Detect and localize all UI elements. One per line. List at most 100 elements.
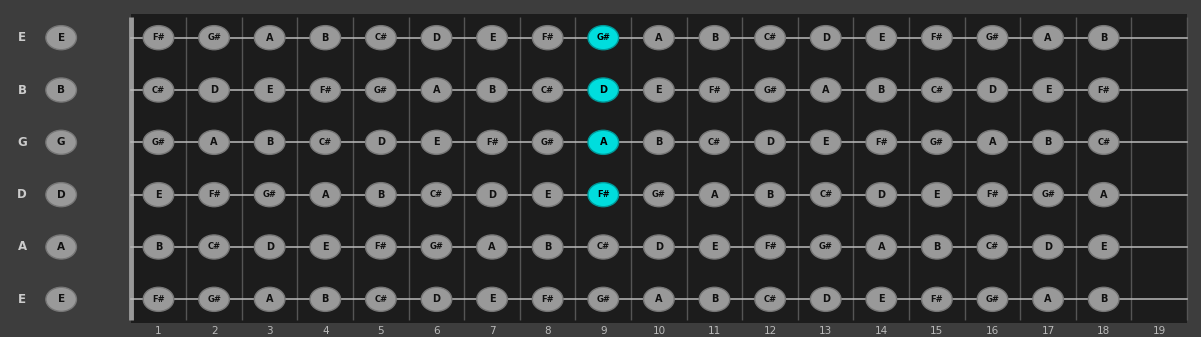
Ellipse shape: [754, 78, 785, 102]
Text: A: A: [322, 190, 329, 200]
Text: C#: C#: [318, 138, 331, 147]
FancyBboxPatch shape: [131, 14, 1187, 323]
Text: A: A: [821, 85, 830, 95]
Text: C#: C#: [764, 33, 777, 42]
Ellipse shape: [921, 130, 952, 154]
Ellipse shape: [1033, 78, 1063, 102]
Ellipse shape: [255, 287, 285, 311]
Ellipse shape: [255, 26, 285, 50]
Text: A: A: [432, 85, 441, 95]
Text: B: B: [1045, 137, 1052, 147]
Text: G#: G#: [986, 33, 999, 42]
Text: F#: F#: [153, 33, 165, 42]
Text: E: E: [1045, 85, 1051, 95]
Ellipse shape: [143, 78, 174, 102]
Text: C#: C#: [931, 86, 944, 94]
Text: E: E: [267, 85, 273, 95]
Ellipse shape: [921, 235, 952, 259]
Text: B: B: [711, 294, 718, 304]
Text: D: D: [17, 188, 28, 201]
Ellipse shape: [365, 235, 396, 259]
Ellipse shape: [754, 287, 785, 311]
Text: B: B: [766, 190, 773, 200]
Text: E: E: [155, 190, 162, 200]
Text: D: D: [210, 85, 219, 95]
Ellipse shape: [143, 130, 174, 154]
Text: F#: F#: [153, 295, 165, 304]
Text: G#: G#: [263, 190, 276, 199]
Ellipse shape: [143, 26, 174, 50]
Text: F#: F#: [542, 295, 554, 304]
Text: G#: G#: [1041, 190, 1054, 199]
Text: G#: G#: [819, 243, 832, 251]
Text: 13: 13: [819, 326, 832, 336]
Text: E: E: [58, 33, 65, 43]
Text: F#: F#: [986, 190, 999, 199]
Text: E: E: [18, 31, 26, 44]
Ellipse shape: [1088, 26, 1119, 50]
Text: G#: G#: [430, 243, 443, 251]
Text: E: E: [489, 294, 495, 304]
Ellipse shape: [255, 130, 285, 154]
Text: 7: 7: [489, 326, 495, 336]
Ellipse shape: [532, 183, 563, 207]
Text: B: B: [155, 242, 162, 252]
Ellipse shape: [978, 183, 1008, 207]
Ellipse shape: [477, 26, 507, 50]
Text: E: E: [434, 137, 440, 147]
Text: D: D: [377, 137, 384, 147]
Ellipse shape: [1088, 183, 1119, 207]
Text: A: A: [1100, 190, 1107, 200]
Text: F#: F#: [375, 243, 387, 251]
Ellipse shape: [699, 26, 730, 50]
Ellipse shape: [422, 78, 452, 102]
Text: E: E: [878, 33, 885, 43]
Ellipse shape: [477, 130, 507, 154]
Ellipse shape: [866, 26, 897, 50]
Text: A: A: [18, 241, 26, 253]
Ellipse shape: [644, 287, 674, 311]
Text: A: A: [210, 137, 217, 147]
Ellipse shape: [199, 130, 229, 154]
Text: 15: 15: [931, 326, 944, 336]
Ellipse shape: [143, 183, 174, 207]
Text: 19: 19: [1153, 326, 1166, 336]
Ellipse shape: [532, 287, 563, 311]
Ellipse shape: [46, 130, 77, 154]
Text: A: A: [1045, 33, 1052, 43]
Ellipse shape: [754, 26, 785, 50]
Text: A: A: [265, 294, 274, 304]
Ellipse shape: [1033, 287, 1063, 311]
Text: G#: G#: [374, 86, 388, 94]
Ellipse shape: [921, 26, 952, 50]
Text: C#: C#: [375, 295, 388, 304]
Text: A: A: [265, 33, 274, 43]
Text: D: D: [821, 294, 830, 304]
Ellipse shape: [1088, 78, 1119, 102]
Ellipse shape: [699, 78, 730, 102]
Text: F#: F#: [764, 243, 776, 251]
Ellipse shape: [477, 235, 507, 259]
Text: 3: 3: [267, 326, 273, 336]
Ellipse shape: [699, 130, 730, 154]
Text: F#: F#: [485, 138, 498, 147]
Ellipse shape: [46, 183, 77, 207]
Text: 9: 9: [600, 326, 607, 336]
Text: D: D: [821, 33, 830, 43]
Text: C#: C#: [986, 243, 999, 251]
Text: B: B: [489, 85, 496, 95]
Text: A: A: [655, 294, 663, 304]
Ellipse shape: [1033, 183, 1063, 207]
Text: 11: 11: [707, 326, 721, 336]
Ellipse shape: [644, 183, 674, 207]
Ellipse shape: [588, 78, 619, 102]
Ellipse shape: [754, 235, 785, 259]
Ellipse shape: [310, 287, 341, 311]
Text: 6: 6: [434, 326, 440, 336]
Ellipse shape: [978, 287, 1008, 311]
Ellipse shape: [365, 130, 396, 154]
Ellipse shape: [143, 235, 174, 259]
Text: C#: C#: [597, 243, 610, 251]
Text: E: E: [711, 242, 718, 252]
Text: 1: 1: [155, 326, 162, 336]
